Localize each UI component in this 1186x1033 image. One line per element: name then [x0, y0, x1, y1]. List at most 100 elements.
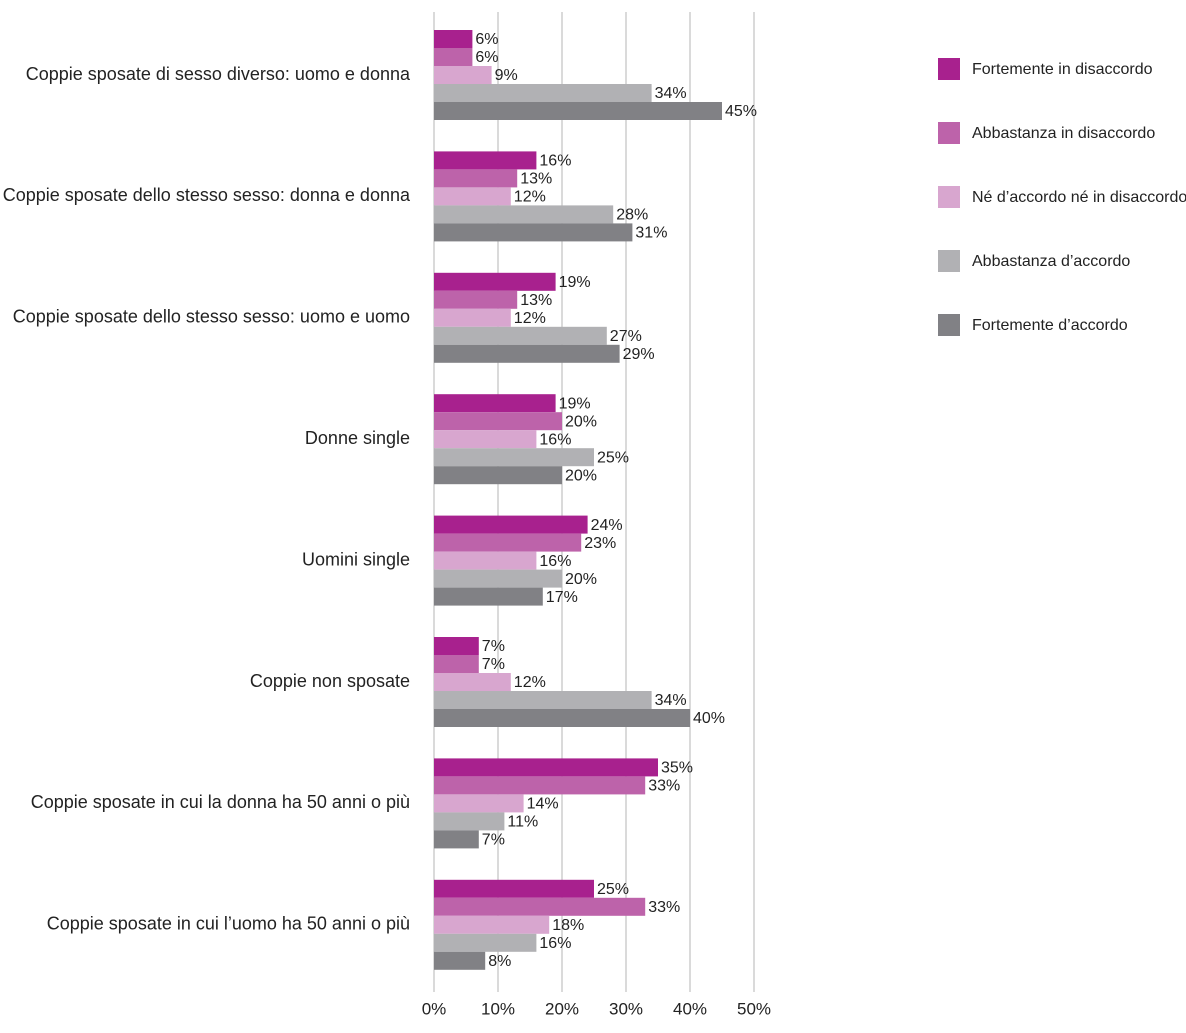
bar [434, 290, 518, 309]
data-label: 16% [539, 153, 571, 170]
data-label: 14% [527, 796, 559, 813]
bar [434, 758, 658, 777]
bar [434, 272, 556, 291]
bar [434, 897, 646, 916]
legend-label: Abbastanza d’accordo [972, 253, 1130, 270]
bar [434, 102, 722, 120]
bar [434, 466, 562, 485]
data-label: 16% [539, 553, 571, 570]
data-label: 11% [507, 814, 538, 831]
data-labels: 6%6%9%34%45%16%13%12%28%31%19%13%12%27%2… [475, 31, 757, 970]
bar [434, 151, 537, 170]
legend-label: Fortemente d’accordo [972, 317, 1128, 334]
data-label: 7% [482, 638, 505, 655]
legend-swatch [938, 58, 960, 80]
data-label: 23% [584, 535, 616, 552]
bar [434, 48, 473, 66]
bars [434, 30, 722, 970]
x-tick-label: 40% [673, 999, 707, 1018]
bar [434, 187, 511, 206]
bar [434, 412, 562, 431]
category-labels: Coppie sposate di sesso diverso: uomo e … [3, 64, 411, 934]
data-label: 29% [623, 346, 655, 363]
data-label: 9% [495, 67, 518, 84]
data-label: 6% [475, 31, 498, 48]
data-label: 45% [725, 103, 757, 120]
category-label: Uomini single [302, 549, 410, 569]
data-label: 17% [546, 589, 578, 606]
data-label: 16% [539, 935, 571, 952]
legend-swatch [938, 314, 960, 336]
bar [434, 812, 505, 831]
data-label: 33% [648, 899, 680, 916]
bar [434, 551, 537, 570]
category-label: Coppie sposate dello stesso sesso: donna… [3, 185, 411, 205]
bar [434, 794, 524, 813]
data-label: 40% [693, 710, 725, 727]
bar [434, 915, 550, 934]
data-label: 34% [655, 85, 687, 102]
data-label: 13% [520, 171, 552, 188]
bar [434, 344, 620, 363]
data-label: 20% [565, 467, 597, 484]
legend-label: Né d’accordo né in disaccordo [972, 189, 1186, 206]
bar [434, 637, 479, 655]
x-tick-label: 50% [737, 999, 771, 1018]
x-tick-label: 10% [481, 999, 515, 1018]
bar [434, 776, 646, 795]
bar [434, 569, 562, 588]
bar [434, 205, 614, 224]
bar [434, 933, 537, 952]
x-tick-label: 30% [609, 999, 643, 1018]
data-label: 13% [520, 292, 552, 309]
legend-swatch [938, 186, 960, 208]
bar [434, 673, 511, 691]
category-label: Donne single [305, 428, 410, 448]
data-label: 19% [559, 274, 591, 291]
data-label: 35% [661, 760, 693, 777]
data-label: 25% [597, 881, 629, 898]
category-label: Coppie sposate dello stesso sesso: uomo … [13, 307, 410, 327]
bar [434, 691, 652, 709]
category-label: Coppie sposate in cui la donna ha 50 ann… [31, 792, 410, 812]
bar [434, 830, 479, 849]
bar [434, 587, 543, 606]
x-axis-tick-labels: 0% 10% 20% 30% 40% 50% [422, 999, 771, 1018]
bar [434, 84, 652, 102]
bar [434, 169, 518, 188]
data-label: 28% [616, 207, 648, 224]
category-label: Coppie non sposate [250, 671, 410, 691]
data-label: 24% [591, 517, 623, 534]
data-label: 12% [514, 189, 546, 206]
bar [434, 394, 556, 413]
x-tick-label: 0% [422, 999, 447, 1018]
bar [434, 430, 537, 449]
bar [434, 533, 582, 552]
legend-swatch [938, 122, 960, 144]
data-label: 19% [559, 395, 591, 412]
data-label: 12% [514, 310, 546, 327]
data-label: 6% [475, 49, 498, 66]
legend: Fortemente in disaccordo Abbastanza in di… [938, 58, 1186, 336]
data-label: 25% [597, 449, 629, 466]
bar [434, 655, 479, 673]
bar [434, 879, 594, 898]
data-label: 16% [539, 431, 571, 448]
bar [434, 30, 473, 48]
data-label: 31% [635, 225, 667, 242]
category-label: Coppie sposate in cui l’uomo ha 50 anni … [47, 914, 410, 934]
bar [434, 709, 690, 727]
bar [434, 448, 594, 467]
bar [434, 951, 486, 970]
legend-swatch [938, 250, 960, 272]
legend-label: Fortemente in disaccordo [972, 61, 1153, 78]
bar [434, 66, 492, 84]
data-label: 7% [482, 832, 505, 849]
x-tick-label: 20% [545, 999, 579, 1018]
data-label: 34% [655, 692, 687, 709]
legend-label: Abbastanza in disaccordo [972, 125, 1155, 142]
data-label: 18% [552, 917, 584, 934]
data-label: 27% [610, 328, 642, 345]
